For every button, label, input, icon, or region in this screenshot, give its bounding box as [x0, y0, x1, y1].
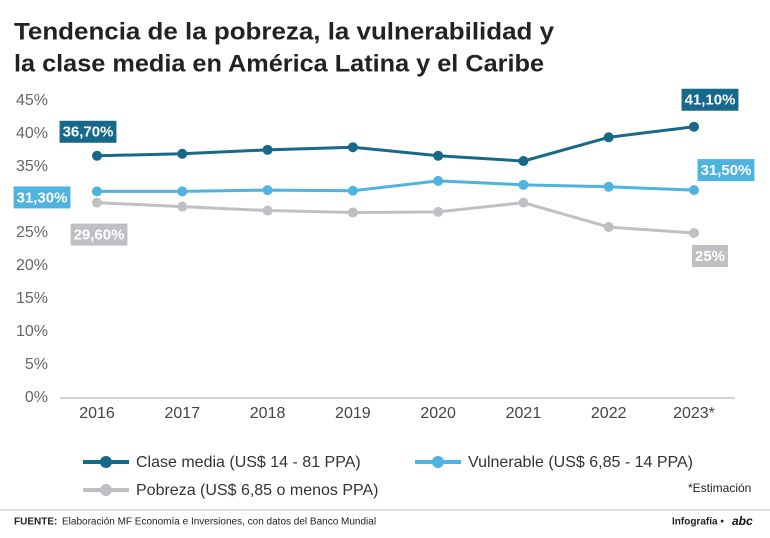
series-line — [96, 125, 695, 163]
data-point — [92, 197, 102, 208]
y-tick-label: 25% — [16, 224, 48, 241]
data-label: 36,70% — [63, 124, 114, 141]
source: Elaboración MF Economía e Inversiones, c… — [62, 517, 376, 528]
y-tick-label: 40% — [16, 125, 48, 142]
legend-label: Clase media (US$ 14 - 81 PPA) — [136, 454, 361, 471]
logo: abc — [732, 514, 753, 528]
data-label: 31,50% — [701, 162, 752, 179]
data-label-box — [681, 88, 739, 111]
data-label: 31,30% — [17, 189, 68, 206]
data-point — [518, 179, 529, 190]
x-tick-label: 2022 — [591, 405, 627, 422]
legend-marker — [432, 456, 444, 468]
source-label: FUENTE: — [14, 517, 57, 528]
chart-title: Tendencia de la pobreza, la vulnerabilid… — [14, 18, 555, 45]
data-point — [347, 185, 358, 196]
data-point — [177, 186, 188, 197]
data-point — [603, 222, 614, 233]
x-tick-label: 2023* — [673, 405, 715, 422]
legend-label: Pobreza (US$ 6,85 o menos PPA) — [136, 482, 379, 499]
data-label: 29,60% — [74, 227, 125, 244]
y-tick-label: 35% — [16, 158, 48, 175]
data-label-box — [13, 186, 71, 209]
x-tick-label: 2020 — [420, 405, 456, 422]
data-label-box — [691, 245, 729, 267]
data-point — [347, 142, 358, 153]
x-tick-label: 2021 — [506, 405, 542, 422]
data-label-box — [59, 120, 117, 143]
data-point — [689, 121, 699, 132]
data-point — [347, 207, 358, 218]
data-point — [603, 132, 614, 143]
data-point — [433, 206, 444, 217]
data-point — [518, 156, 529, 167]
data-point — [92, 186, 102, 197]
data-point — [262, 144, 273, 155]
legend-marker — [100, 484, 112, 496]
data-point — [689, 185, 699, 196]
y-tick-label: 20% — [16, 257, 48, 274]
series-line — [97, 179, 695, 193]
data-point — [262, 185, 273, 196]
y-tick-label: 10% — [16, 323, 48, 340]
data-point — [177, 148, 188, 159]
data-point — [603, 181, 614, 192]
data-label: 41,10% — [685, 92, 736, 109]
data-point — [433, 150, 444, 161]
data-point — [177, 201, 188, 212]
note: *Estimación — [688, 481, 751, 495]
y-tick-label: 5% — [25, 356, 48, 373]
data-label-box — [697, 159, 755, 182]
x-tick-label: 2016 — [79, 405, 115, 422]
chart-title: la clase media en América Latina y el Ca… — [14, 50, 544, 77]
data-point — [689, 228, 699, 238]
y-tick-label: 45% — [16, 92, 48, 109]
x-tick-label: 2017 — [164, 405, 200, 422]
y-tick-label: 15% — [16, 290, 48, 307]
data-point — [518, 197, 529, 208]
series-line — [96, 201, 695, 235]
legend-marker — [100, 456, 112, 468]
data-point — [92, 150, 102, 161]
y-tick-label: 0% — [25, 389, 48, 406]
x-tick-label: 2018 — [250, 405, 286, 422]
legend-label: Vulnerable (US$ 6,85 - 14 PPA) — [468, 454, 693, 471]
x-tick-label: 2019 — [335, 405, 371, 422]
data-label-box — [70, 223, 128, 246]
data-label: 25% — [695, 248, 725, 265]
data-point — [262, 205, 273, 216]
data-point — [433, 175, 444, 186]
credit: Infografía • — [672, 517, 724, 528]
